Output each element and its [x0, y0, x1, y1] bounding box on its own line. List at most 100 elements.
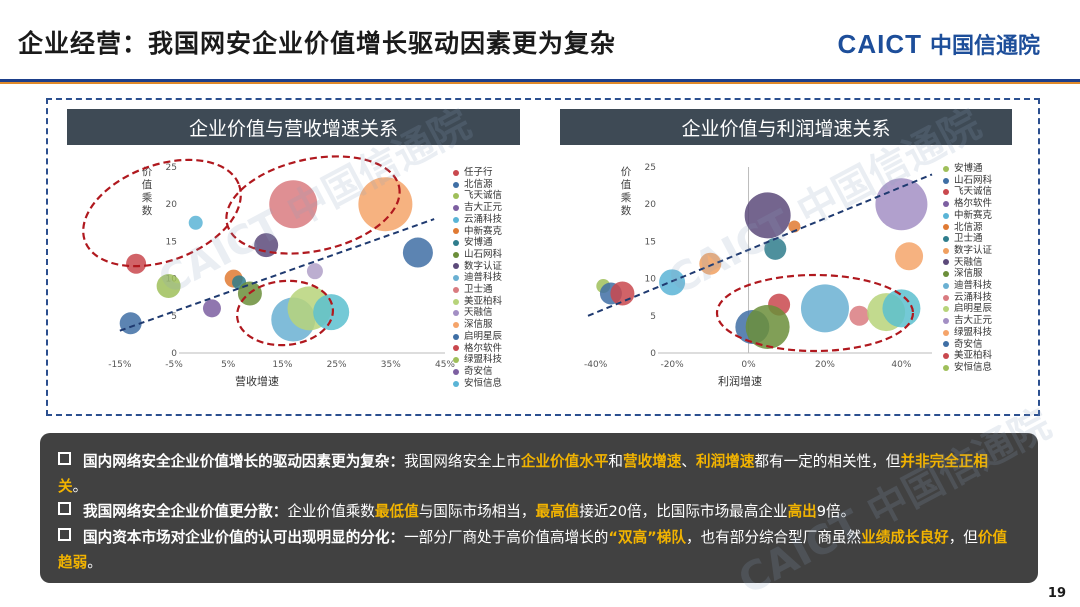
legend-label: 山石网科	[954, 174, 993, 186]
y-tick-label: 20	[645, 200, 657, 210]
bubble-启明星辰	[849, 305, 870, 326]
legend-marker	[943, 329, 949, 336]
legend-item: 卫士通	[943, 233, 992, 245]
legend-label: 美亚柏科	[954, 350, 993, 362]
page-title: 企业经营：我国网安企业价值增长驱动因素更为复杂	[18, 29, 617, 58]
bubble-格尔软件	[306, 263, 323, 280]
legend-label: 深信服	[954, 268, 983, 280]
highlight-text: 高出	[787, 503, 817, 520]
bubble-天融信	[313, 294, 350, 331]
bubble-深信服	[745, 304, 790, 349]
legend-item: 深信服	[943, 268, 992, 280]
highlight-text: 最低值	[374, 503, 419, 520]
legend-label: 绿盟科技	[464, 354, 503, 366]
bullet-square-icon	[58, 528, 71, 541]
legend-item: 山石网科	[453, 249, 502, 261]
legend-item: 天融信	[453, 307, 502, 319]
y-tick-label: 5	[650, 312, 656, 322]
legend-item: 启明星辰	[943, 303, 992, 315]
y-tick-label: 20	[166, 200, 178, 210]
legend-marker	[453, 321, 459, 328]
x-tick-label: 45%	[435, 360, 455, 370]
x-axis-label: 利润增速	[718, 374, 762, 388]
legend-item: 任子行	[453, 167, 502, 179]
legend-marker	[943, 259, 949, 266]
y-axis-label: 价	[621, 166, 632, 178]
legend-label: 启明星辰	[464, 330, 503, 342]
bubble-中新赛克	[699, 252, 722, 275]
legend-marker	[453, 216, 459, 223]
bubble-卫士通	[269, 180, 318, 229]
legend-marker	[453, 169, 459, 176]
bullet-text: 。	[87, 554, 102, 571]
bullet-text: 与国际市场相当，	[418, 503, 536, 520]
bubble-吉大正元	[188, 215, 203, 230]
legend-label: 北信源	[464, 178, 493, 190]
bubble-安恒信息	[895, 242, 924, 271]
highlight-ellipse	[225, 155, 401, 255]
legend-label: 飞天诚信	[464, 190, 503, 202]
legend-item: 奇安信	[453, 366, 502, 378]
legend-marker	[453, 310, 459, 317]
legend-label: 天融信	[954, 256, 983, 268]
bubble-深信服	[358, 177, 413, 232]
bullet-text: 企业价值乘数	[287, 503, 375, 520]
bubble-迪普科技	[800, 284, 849, 333]
legend-item: 迪普科技	[943, 280, 992, 292]
legend-item: 天融信	[943, 257, 992, 269]
x-tick-label: -5%	[165, 360, 183, 370]
bubble-奇安信	[882, 289, 921, 328]
bubble-北信源	[119, 312, 142, 335]
legend-label: 北信源	[954, 221, 983, 233]
highlight-ellipse	[236, 279, 334, 347]
y-axis-label: 值	[142, 178, 153, 191]
charts-container	[46, 98, 1040, 416]
y-axis-label: 数	[142, 204, 153, 217]
bubble-数字认证	[764, 237, 787, 260]
legend-label: 安博通	[464, 237, 493, 249]
legend-label: 中新赛克	[464, 225, 503, 237]
legend-marker	[943, 224, 949, 231]
legend-item: 美亚柏科	[943, 350, 992, 362]
legend-item: 北信源	[943, 222, 992, 234]
header-rule-orange	[0, 82, 1080, 84]
bullet-text: 都有一定的相关性，但	[754, 453, 901, 470]
legend-item: 安恒信息	[453, 378, 502, 390]
legend-label: 飞天诚信	[954, 186, 993, 198]
highlight-text: 最高值	[535, 503, 580, 520]
legend-marker	[453, 193, 459, 200]
legend-marker	[943, 165, 949, 172]
legend-label: 启明星辰	[954, 303, 993, 315]
legend-marker	[453, 345, 459, 352]
legend-marker	[943, 271, 949, 278]
legend-marker	[943, 247, 949, 254]
y-tick-label: 25	[645, 163, 656, 173]
legend-label: 云涌科技	[464, 213, 503, 225]
highlight-text: 企业价值水平	[520, 453, 609, 470]
right-chart-title: 企业价值与利润增速关系	[560, 109, 1012, 145]
bullet-text: 。	[72, 478, 88, 495]
bullet-text: ，也有部分综合型厂商虽然	[685, 529, 862, 546]
x-tick-label: 20%	[815, 360, 835, 370]
legend-marker	[943, 294, 949, 301]
legend-item: 启明星辰	[453, 331, 502, 343]
left-chart-title: 企业价值与营收增速关系	[67, 109, 520, 145]
x-tick-label: 0%	[741, 360, 756, 370]
legend-item: 数字认证	[453, 261, 502, 273]
finding-bullet-2: 我国网络安全企业价值更分散：企业价值乘数最低值与国际市场相当，最高值接近20倍，…	[58, 499, 1008, 524]
legend-label: 格尔软件	[464, 342, 503, 354]
bullet-text: 一部分厂商处于高价值高增长的	[404, 529, 609, 546]
y-tick-label: 0	[650, 349, 656, 359]
bullet-text: 9倍。	[816, 503, 856, 520]
legend-marker	[453, 286, 459, 293]
legend-label: 吉大正元	[464, 202, 503, 214]
bullet-text: 和	[608, 453, 624, 470]
legend-marker	[943, 212, 949, 219]
bullet-square-icon	[58, 502, 71, 515]
legend-label: 奇安信	[464, 365, 493, 377]
legend-marker	[453, 380, 459, 387]
legend-label: 吉大正元	[954, 315, 993, 327]
highlight-text: 业绩成长良好	[861, 529, 949, 546]
legend-marker	[943, 189, 949, 196]
